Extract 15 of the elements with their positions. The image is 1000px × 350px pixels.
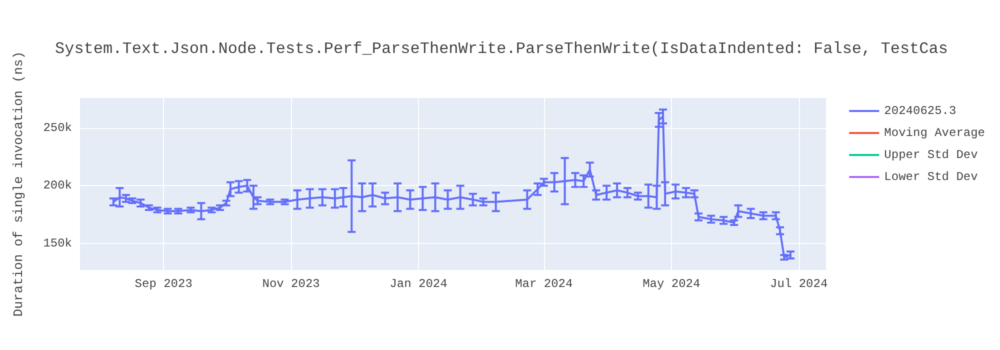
legend-label: Moving Average [884,126,986,140]
x-tick-label: May 2024 [642,277,700,291]
legend-label: Lower Std Dev [884,170,978,184]
x-tick-label: Sep 2023 [134,277,192,291]
legend-label: 20240625.3 [884,104,956,118]
y-tick-label: 150k [43,236,72,250]
y-tick-label: 250k [43,121,72,136]
x-tick-label: Jan 2024 [390,277,448,291]
chart-title: System.Text.Json.Node.Tests.Perf_ParseThenWrite.ParseThenWrite(IsDataIndented: False, TestCas [55,40,948,58]
legend-label: Upper Std Dev [884,148,978,162]
x-tick-label: Nov 2023 [262,277,320,291]
y-axis-title: Duration of single invocation (ns) [11,51,26,317]
x-tick-label: Mar 2024 [515,277,573,291]
x-tick-label: Jul 2024 [770,277,828,291]
y-tick-label: 200k [43,178,72,193]
